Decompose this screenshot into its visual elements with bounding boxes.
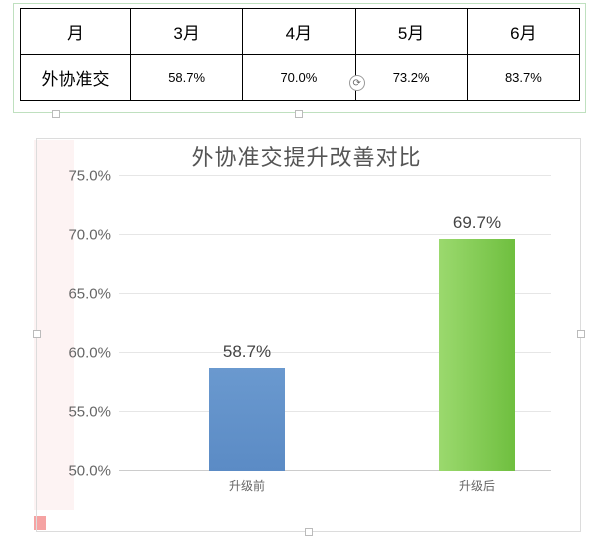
header-apr: 4月 bbox=[243, 9, 355, 55]
y-tick-70: 70.0% bbox=[68, 227, 119, 244]
cell-may: 73.2% bbox=[355, 55, 467, 101]
y-tick-55: 55.0% bbox=[68, 404, 119, 421]
handle-icon[interactable] bbox=[33, 330, 41, 338]
x-label-before: 升级前 bbox=[187, 471, 307, 494]
cell-apr: 70.0% ⟳ bbox=[243, 55, 355, 101]
table-header-row: 月 3月 4月 5月 6月 bbox=[21, 9, 580, 55]
accent-mark bbox=[34, 516, 46, 530]
y-tick-65: 65.0% bbox=[68, 286, 119, 303]
y-tick-60: 60.0% bbox=[68, 345, 119, 362]
chart-plot-area: 50.0% 55.0% 60.0% 65.0% 70.0% 75.0% 58.7… bbox=[119, 176, 569, 471]
header-jun: 6月 bbox=[467, 9, 579, 55]
handle-icon[interactable] bbox=[295, 110, 303, 118]
comparison-bar-chart: 外协准交提升改善对比 50.0% 55.0% 60.0% 65.0% 70.0%… bbox=[34, 140, 579, 540]
x-label-after: 升级后 bbox=[417, 471, 537, 494]
bar-before: 58.7% bbox=[209, 368, 285, 471]
cell-mar: 58.7% bbox=[131, 55, 243, 101]
outsourcing-table: 月 3月 4月 5月 6月 外协准交 58.7% 70.0% ⟳ 73.2% 8… bbox=[20, 8, 580, 101]
handle-icon[interactable] bbox=[52, 110, 60, 118]
header-mar: 3月 bbox=[131, 9, 243, 55]
handle-icon[interactable] bbox=[577, 330, 585, 338]
table-data-row: 外协准交 58.7% 70.0% ⟳ 73.2% 83.7% bbox=[21, 55, 580, 101]
header-month: 月 bbox=[21, 9, 131, 55]
bar-after-label: 69.7% bbox=[453, 213, 501, 233]
handle-icon[interactable] bbox=[305, 528, 313, 536]
cell-jun: 83.7% bbox=[467, 55, 579, 101]
y-tick-50: 50.0% bbox=[68, 463, 119, 480]
val-apr: 70.0% bbox=[280, 70, 317, 85]
header-may: 5月 bbox=[355, 9, 467, 55]
row-label: 外协准交 bbox=[21, 55, 131, 101]
chart-accent-strip bbox=[34, 140, 74, 510]
y-tick-75: 75.0% bbox=[68, 168, 119, 185]
bar-after: 69.7% bbox=[439, 239, 515, 471]
bar-before-label: 58.7% bbox=[223, 342, 271, 362]
